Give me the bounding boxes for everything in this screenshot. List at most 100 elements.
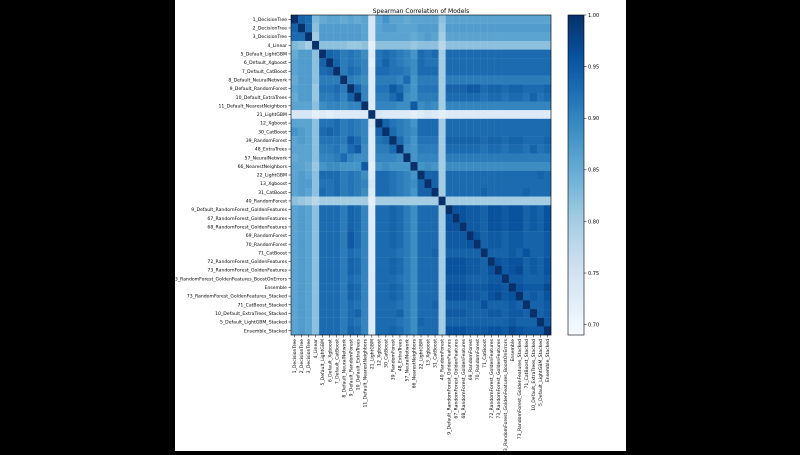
heatmap-cell [522, 75, 531, 85]
heatmap-cell [382, 179, 390, 189]
heatmap-cell [501, 58, 509, 68]
y-tick-label: 69_RandomForest [246, 233, 287, 239]
heatmap-cell [298, 32, 306, 42]
colorbar-tick-label: 0.70 [588, 322, 599, 328]
heatmap-cell [368, 136, 376, 145]
heatmap-cell [410, 274, 418, 284]
heatmap-cell [480, 118, 488, 128]
heatmap-cell [340, 144, 348, 154]
heatmap-cell [291, 101, 299, 111]
heatmap-cell [333, 317, 341, 327]
heatmap-cell [340, 326, 348, 336]
heatmap-cell [508, 231, 517, 241]
heatmap-cell [375, 15, 383, 24]
heatmap-cell [333, 196, 341, 206]
x-tick-label: 73_RandomForest_GoldenFeatures [496, 338, 502, 418]
heatmap-cell [312, 127, 320, 137]
heatmap-cell [480, 239, 488, 249]
heatmap-cell [312, 84, 320, 93]
heatmap-cell [543, 283, 552, 292]
heatmap-cell [438, 40, 446, 50]
heatmap-cell [333, 187, 341, 197]
heatmap-cell [487, 23, 495, 33]
heatmap-cell [382, 317, 390, 327]
heatmap-cell [417, 179, 425, 189]
heatmap-cell [515, 66, 524, 76]
heatmap-cell [403, 187, 411, 197]
heatmap-cell [529, 309, 538, 318]
heatmap-cell [452, 15, 460, 24]
heatmap-cell [522, 153, 531, 163]
heatmap-cell [396, 283, 404, 292]
heatmap-cell [319, 205, 327, 215]
heatmap-cell [291, 213, 299, 223]
heatmap-cell [347, 213, 355, 223]
heatmap-cell [333, 300, 341, 310]
heatmap-cell [347, 40, 355, 50]
heatmap-cell [333, 58, 341, 68]
heatmap-cell [312, 118, 320, 128]
heatmap-cell [487, 205, 495, 215]
heatmap-cell [438, 187, 446, 197]
heatmap-cell [340, 213, 348, 223]
heatmap-cell [473, 32, 481, 42]
heatmap-cell [354, 196, 362, 206]
heatmap-cell [487, 291, 495, 301]
heatmap-cell [354, 300, 362, 310]
y-tick-label: 30_CatBoost [258, 129, 287, 135]
heatmap-cell [466, 75, 474, 85]
heatmap-cell [382, 153, 390, 163]
heatmap-cell [403, 274, 411, 284]
heatmap-cell [480, 213, 488, 223]
heatmap-cell [291, 15, 299, 24]
heatmap-cell [354, 309, 362, 318]
heatmap-cell [473, 196, 481, 206]
heatmap-cell [305, 118, 313, 128]
heatmap-cell [312, 40, 320, 50]
heatmap-cell [431, 162, 439, 171]
heatmap-cell [543, 32, 552, 42]
heatmap-cell [438, 283, 446, 292]
heatmap-cell [487, 153, 495, 163]
heatmap-cell [354, 239, 362, 249]
heatmap-cell [382, 136, 390, 145]
heatmap-cell [291, 66, 299, 76]
x-tick-label: 21_LightGBM [369, 339, 375, 369]
heatmap-cell [382, 187, 390, 197]
heatmap-cell [298, 118, 306, 128]
heatmap-cell [529, 179, 538, 189]
heatmap-cell [508, 196, 517, 206]
heatmap-cell [480, 196, 488, 206]
heatmap-cell [389, 40, 397, 50]
heatmap-cell [480, 49, 488, 59]
heatmap-cell [459, 75, 467, 85]
heatmap-cell [459, 84, 467, 93]
heatmap-cell [361, 75, 369, 85]
heatmap-cell [536, 326, 545, 336]
heatmap-cell [501, 213, 509, 223]
heatmap-cell [494, 118, 502, 128]
heatmap-cell [494, 248, 502, 258]
heatmap-cell [319, 187, 327, 197]
heatmap-cell [529, 300, 538, 310]
heatmap-cell [354, 326, 362, 336]
heatmap-cell [340, 23, 348, 33]
heatmap-cell [354, 110, 362, 119]
heatmap-cell [536, 239, 545, 249]
heatmap-cell [459, 291, 467, 301]
heatmap-cell [389, 283, 397, 292]
heatmap-cell [459, 153, 467, 163]
heatmap-cell [396, 222, 404, 232]
heatmap-cell [403, 118, 411, 128]
heatmap-cell [410, 75, 418, 85]
heatmap-cell [368, 58, 376, 68]
heatmap-cell [340, 15, 348, 24]
heatmap-cell [403, 58, 411, 68]
heatmap-cell [298, 136, 306, 145]
heatmap-cell [403, 101, 411, 111]
heatmap-cell [340, 170, 348, 180]
heatmap-cell [410, 187, 418, 197]
heatmap-cell [515, 265, 524, 275]
heatmap-cell [501, 40, 509, 50]
heatmap-cell [522, 291, 531, 301]
